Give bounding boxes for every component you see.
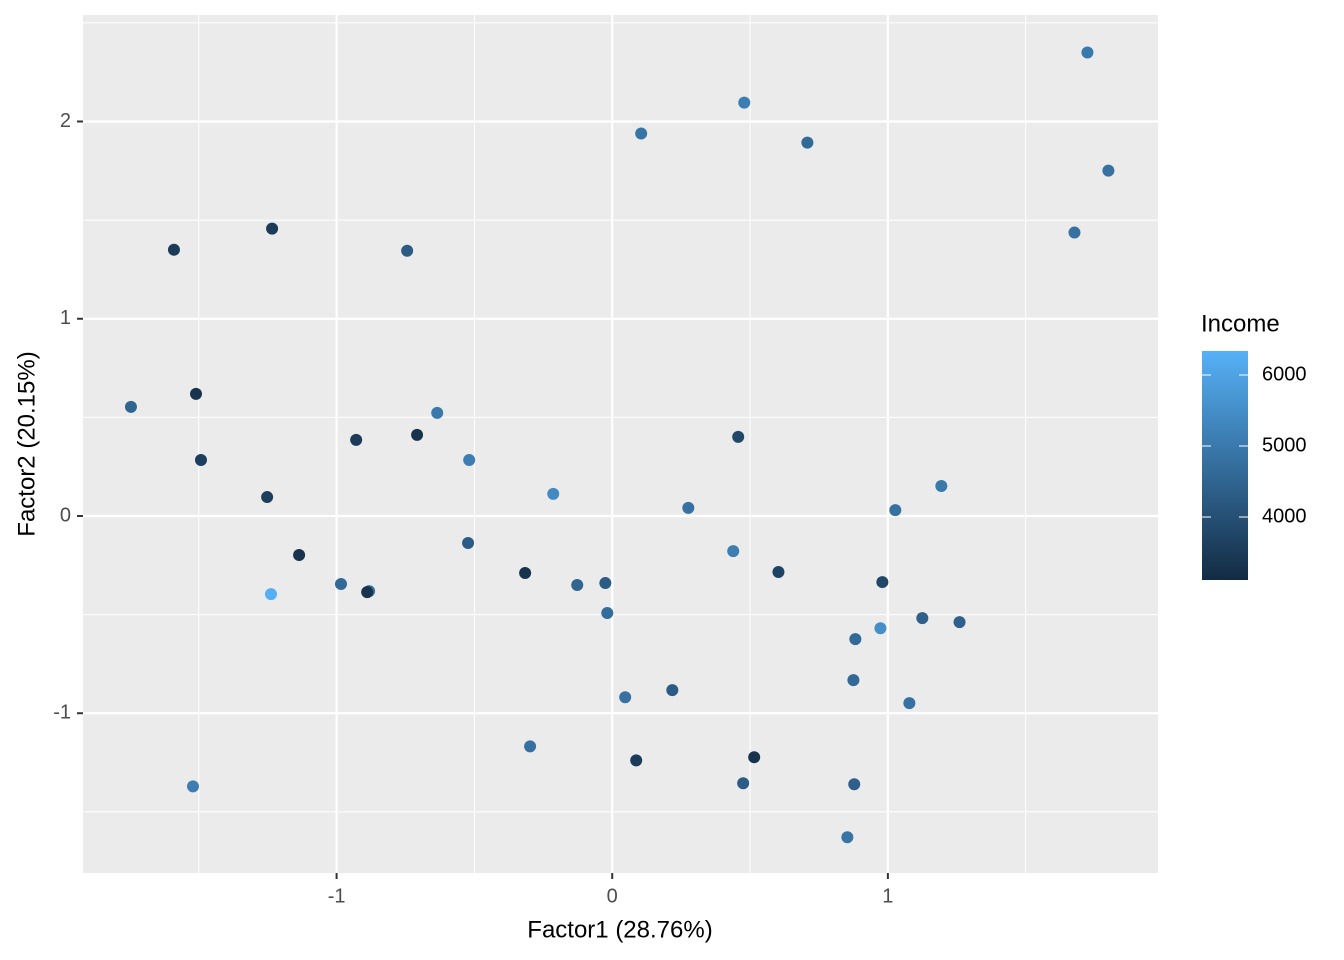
point <box>874 622 887 635</box>
point <box>462 537 475 550</box>
point <box>727 545 740 558</box>
point <box>463 453 476 466</box>
point <box>772 566 785 579</box>
point <box>266 222 279 235</box>
point <box>519 566 532 579</box>
y-tick-label: 2 <box>60 110 71 132</box>
point <box>666 684 679 697</box>
point <box>737 777 750 790</box>
x-tick-label: -1 <box>328 885 346 907</box>
point <box>264 588 277 601</box>
x-tick-label: 0 <box>607 885 618 907</box>
point <box>167 243 180 256</box>
point <box>635 127 648 140</box>
point <box>401 244 414 257</box>
point <box>431 406 444 419</box>
point <box>124 400 137 413</box>
point <box>186 780 199 793</box>
point <box>732 430 745 443</box>
point <box>261 491 274 504</box>
point <box>848 778 861 791</box>
point <box>682 501 695 514</box>
point <box>599 577 612 590</box>
point <box>630 754 643 767</box>
point <box>335 578 347 591</box>
panel <box>83 15 1158 873</box>
point <box>876 576 889 589</box>
legend-tick-label: 4000 <box>1262 505 1307 527</box>
x-axis-title: Factor1 (28.76%) <box>527 916 712 943</box>
point <box>411 428 424 441</box>
point <box>916 612 929 625</box>
point <box>547 487 560 500</box>
point <box>524 740 537 753</box>
point <box>1081 46 1094 59</box>
y-tick-label: 0 <box>60 504 71 526</box>
point <box>361 586 374 599</box>
point <box>571 579 584 592</box>
point <box>350 433 363 446</box>
colorbar <box>1202 351 1248 580</box>
y-tick-label: -1 <box>53 702 71 724</box>
legend-tick-label: 5000 <box>1262 434 1307 456</box>
point <box>801 136 814 149</box>
point <box>601 607 614 620</box>
point <box>748 751 761 764</box>
point <box>738 96 751 109</box>
point <box>1068 226 1081 239</box>
point <box>194 453 207 466</box>
point <box>849 633 862 646</box>
point <box>190 387 203 400</box>
point <box>847 674 860 687</box>
x-tick-label: 1 <box>882 885 893 907</box>
legend-title: Income <box>1201 310 1280 337</box>
point <box>841 831 854 844</box>
y-axis-title: Factor2 (20.15%) <box>13 351 40 536</box>
point <box>1102 164 1115 177</box>
y-tick-label: 1 <box>60 307 71 329</box>
point <box>935 480 948 493</box>
point <box>619 691 632 704</box>
point <box>293 549 306 562</box>
legend-tick-label: 6000 <box>1262 363 1307 385</box>
point <box>889 504 902 517</box>
point <box>953 616 966 629</box>
point <box>903 697 916 710</box>
